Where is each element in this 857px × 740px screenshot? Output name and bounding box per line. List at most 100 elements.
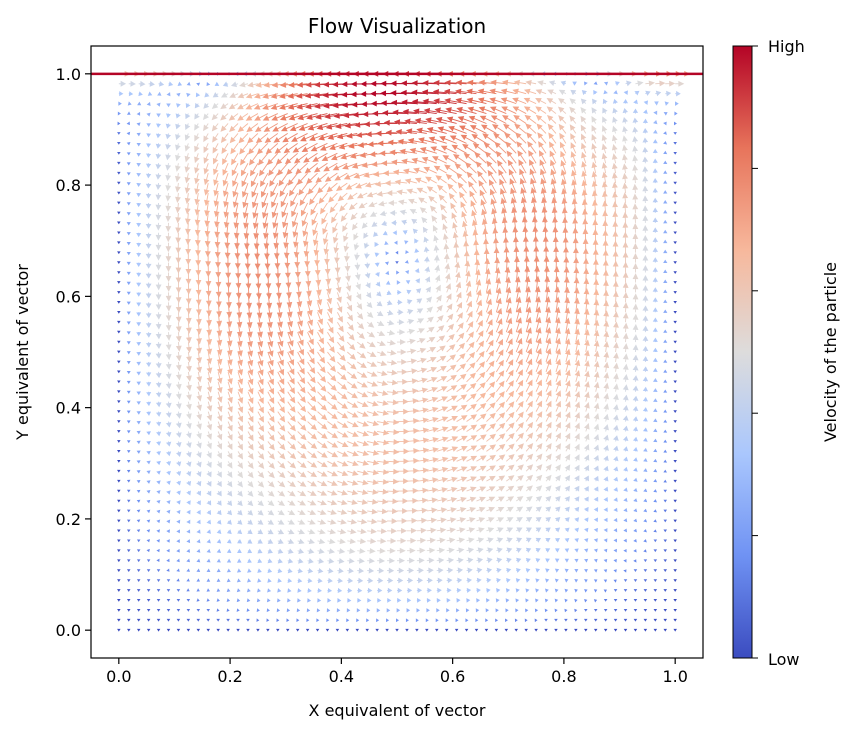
velocity-arrow: [564, 568, 569, 573]
velocity-arrow: [466, 567, 473, 574]
velocity-arrow: [347, 557, 355, 564]
velocity-arrow: [642, 407, 648, 412]
velocity-arrow: [462, 143, 477, 154]
velocity-arrow: [495, 618, 499, 623]
velocity-arrow: [277, 361, 285, 376]
velocity-arrow: [136, 232, 142, 238]
velocity-arrow: [277, 401, 285, 414]
velocity-arrow: [337, 557, 345, 564]
velocity-arrow: [486, 350, 495, 363]
velocity-arrow: [236, 519, 243, 525]
velocity-arrow: [317, 519, 327, 525]
velocity-arrow: [653, 599, 658, 602]
velocity-arrow: [297, 509, 306, 515]
velocity-arrow: [306, 172, 318, 185]
velocity-arrow: [396, 280, 401, 285]
velocity-arrow: [476, 289, 482, 303]
velocity-arrow: [267, 500, 275, 507]
velocity-arrow: [555, 327, 561, 343]
velocity-arrow: [486, 587, 491, 593]
velocity-arrow: [374, 241, 380, 248]
velocity-arrow: [436, 376, 448, 383]
velocity-arrow: [623, 456, 629, 462]
velocity-arrow: [623, 559, 627, 563]
velocity-arrow: [603, 413, 610, 422]
velocity-arrow: [357, 371, 368, 378]
velocity-arrow: [456, 353, 466, 363]
velocity-arrow: [387, 567, 395, 574]
velocity-arrow: [558, 123, 567, 134]
velocity-arrow: [267, 490, 275, 497]
velocity-arrow: [126, 469, 131, 473]
velocity-arrow: [337, 598, 342, 603]
velocity-arrow: [593, 319, 600, 333]
velocity-arrow: [283, 142, 298, 154]
velocity-arrow: [175, 113, 181, 119]
velocity-arrow: [476, 476, 487, 482]
velocity-arrow: [136, 132, 141, 137]
velocity-arrow: [612, 181, 618, 194]
velocity-arrow: [441, 213, 448, 224]
velocity-arrow: [318, 133, 338, 141]
velocity-arrow: [342, 162, 358, 170]
velocity-arrow: [136, 252, 142, 258]
velocity-arrow: [601, 181, 608, 194]
velocity-arrow: [277, 451, 286, 460]
velocity-arrow: [360, 212, 368, 219]
velocity-arrow: [353, 242, 360, 251]
velocity-arrow: [406, 507, 418, 514]
velocity-arrow: [184, 143, 191, 152]
velocity-arrow: [535, 517, 542, 523]
velocity-arrow: [333, 242, 340, 254]
velocity-arrow: [345, 282, 352, 292]
velocity-arrow: [456, 537, 466, 544]
velocity-arrow: [282, 212, 289, 229]
velocity-arrow: [136, 332, 142, 337]
velocity-arrow: [673, 310, 677, 314]
velocity-arrow: [416, 467, 430, 474]
velocity-arrow: [473, 239, 479, 253]
velocity-arrow: [611, 134, 618, 144]
velocity-arrow: [515, 453, 524, 462]
velocity-arrow: [554, 517, 561, 523]
velocity-arrow: [582, 237, 589, 253]
velocity-arrow: [331, 212, 338, 224]
velocity-arrow: [297, 411, 307, 422]
velocity-arrow: [485, 288, 492, 303]
velocity-arrow: [266, 608, 270, 613]
velocity-arrow: [466, 557, 474, 564]
velocity-arrow: [446, 476, 458, 483]
velocity-arrow: [505, 369, 514, 383]
velocity-arrow: [434, 107, 457, 115]
velocity-arrow: [145, 252, 152, 259]
velocity-arrow: [347, 351, 357, 360]
velocity-arrow: [184, 153, 191, 163]
velocity-arrow: [397, 577, 404, 584]
velocity-arrow: [643, 458, 648, 462]
velocity-arrow: [544, 618, 548, 622]
velocity-arrow: [505, 359, 514, 373]
velocity-arrow: [642, 195, 649, 203]
velocity-arrow: [574, 628, 578, 632]
velocity-arrow: [652, 237, 659, 243]
velocity-arrow: [622, 163, 628, 174]
velocity-arrow: [332, 162, 348, 171]
velocity-arrow: [216, 568, 221, 573]
velocity-arrow: [117, 171, 121, 175]
velocity-arrow: [327, 538, 336, 545]
velocity-arrow: [146, 519, 151, 523]
velocity-arrow: [175, 351, 182, 362]
velocity-arrow: [357, 548, 366, 554]
velocity-arrow: [303, 232, 309, 248]
velocity-arrow: [247, 490, 254, 497]
velocity-arrow: [287, 351, 295, 366]
velocity-arrow: [414, 258, 420, 263]
velocity-arrow: [216, 421, 223, 432]
velocity-arrow: [155, 361, 162, 369]
velocity-arrow: [327, 391, 338, 401]
velocity-arrow: [186, 548, 191, 553]
velocity-arrow: [533, 255, 540, 273]
velocity-arrow: [287, 578, 293, 584]
velocity-arrow: [226, 509, 233, 516]
velocity-arrow: [456, 496, 467, 503]
